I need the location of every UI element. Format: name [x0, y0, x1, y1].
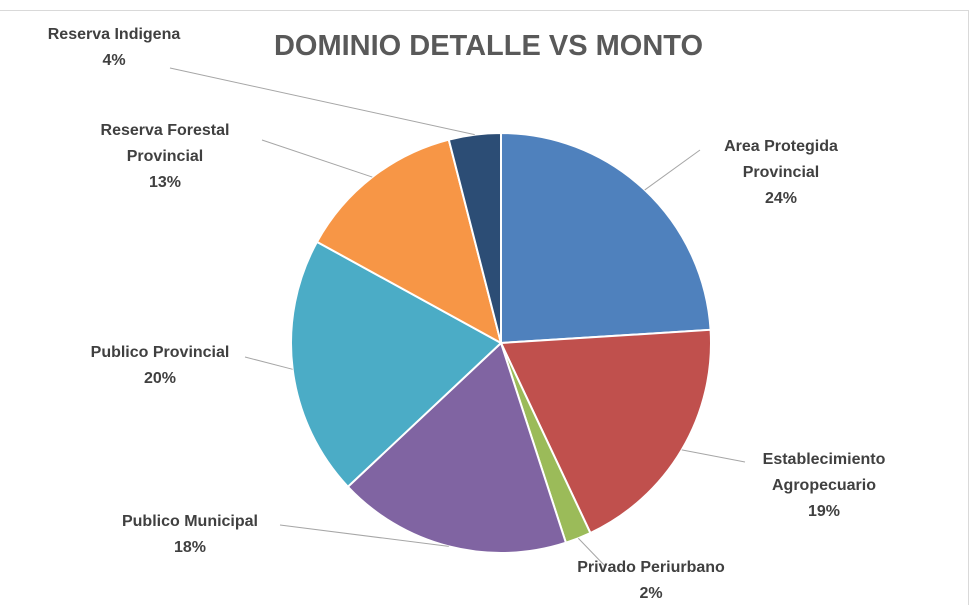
pie-slice [499, 328, 712, 535]
value-label: 19% [807, 503, 841, 520]
leader-line [644, 149, 701, 191]
pie-slice [315, 138, 503, 345]
leader-line [244, 356, 293, 370]
leader-line [577, 537, 606, 567]
category-label: Publico Provincial [90, 344, 230, 361]
category-label: Reserva Indigena [47, 26, 181, 43]
value-label: 13% [148, 174, 182, 191]
pie-slice [290, 240, 503, 489]
leader-line [279, 524, 449, 547]
value-label: 24% [764, 190, 798, 207]
data-label: Publico Municipal 18% [105, 509, 275, 561]
data-label: Reserva Forestal Provincial 13% [80, 118, 250, 196]
pie-slice [500, 131, 712, 345]
category-label: Privado Periurbano [577, 559, 725, 576]
leader-line [261, 139, 373, 178]
category-label: Publico Municipal [121, 513, 258, 530]
data-label: Publico Provincial 20% [75, 340, 245, 392]
data-label: Area Protegida Provincial 24% [696, 134, 866, 212]
data-label: Establecimiento Agropecuario 19% [739, 447, 909, 525]
leader-line [681, 449, 746, 463]
category-label: Area Protegida Provincial [724, 138, 838, 181]
value-label: 4% [102, 52, 126, 69]
value-label: 18% [173, 539, 207, 556]
pie-slice [346, 341, 568, 554]
chart-title: DOMINIO DETALLE VS MONTO [273, 30, 704, 62]
category-label: Reserva Forestal Provincial [100, 122, 230, 165]
data-label: Privado Periurbano 2% [566, 555, 736, 607]
leader-line [169, 67, 475, 136]
pie-slice [447, 131, 502, 344]
value-label: 2% [639, 585, 663, 602]
value-label: 20% [143, 370, 177, 387]
category-label: Establecimiento Agropecuario [762, 451, 886, 494]
data-label: Reserva Indigena 4% [29, 22, 199, 74]
